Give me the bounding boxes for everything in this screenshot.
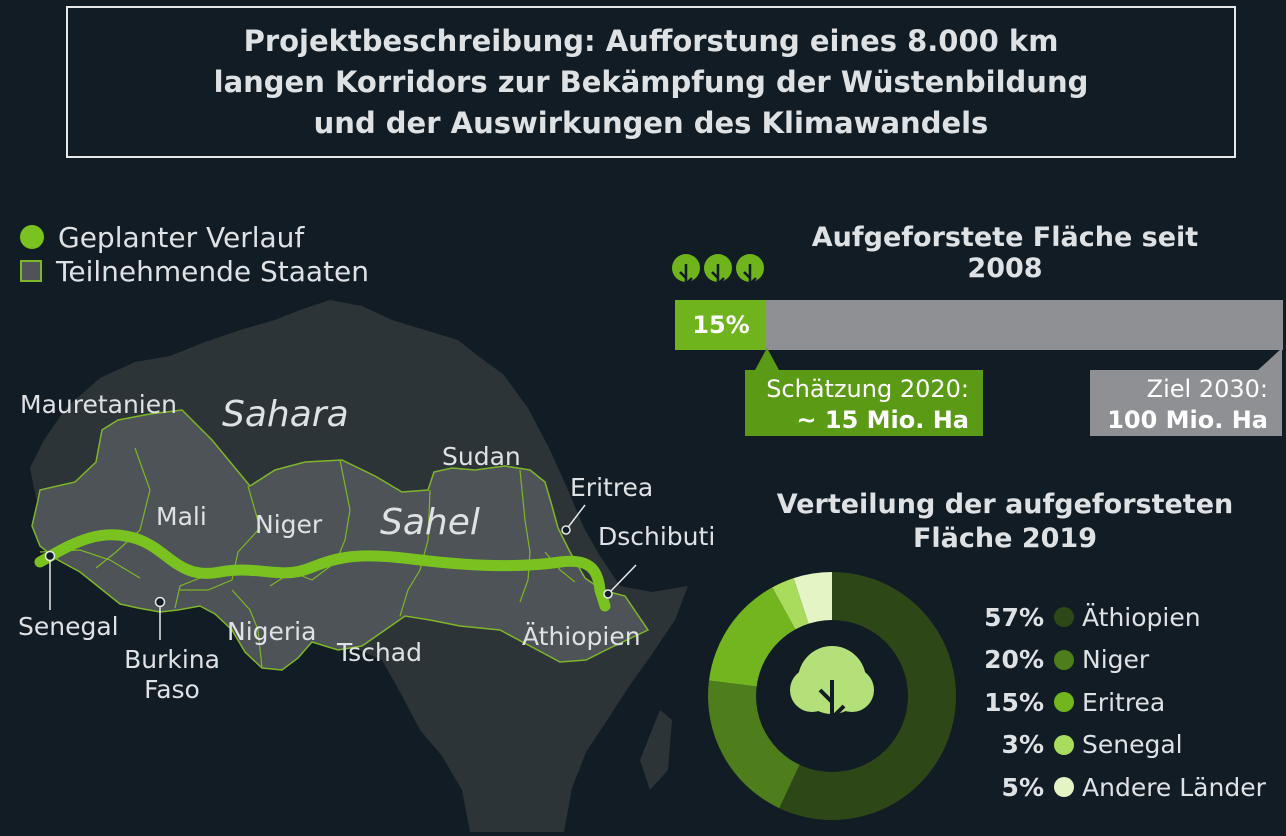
donut-legend-row: 5% Andere Länder — [980, 766, 1266, 809]
label-mali: Mali — [156, 502, 207, 531]
donut-legend-label: Äthiopien — [1082, 602, 1201, 632]
legend-dot-icon — [1054, 777, 1074, 798]
donut-legend-percent: 5% — [1001, 772, 1044, 802]
route-dot-icon — [20, 225, 44, 249]
callout-lines — [44, 504, 637, 640]
donut-legend-label: Eritrea — [1082, 687, 1166, 717]
tree-icon — [790, 646, 874, 750]
label-nigeria: Nigeria — [227, 617, 317, 646]
legend-dot-icon — [1054, 734, 1074, 755]
title-line-2: langen Korridors zur Bekämpfung der Wüst… — [213, 64, 1089, 99]
label-mauretanien: Mauretanien — [20, 390, 177, 419]
goal-callout: Ziel 2030: 100 Mio. Ha — [1090, 370, 1282, 436]
title-line-1: Projektbeschreibung: Aufforstung eines 8… — [243, 23, 1059, 58]
label-dschibuti: Dschibuti — [598, 522, 716, 551]
donut-legend-percent: 57% — [984, 602, 1044, 632]
donut-legend-label: Niger — [1082, 645, 1150, 675]
label-burkina-line1: Burkina — [124, 645, 220, 674]
goal-label: Ziel 2030: — [1146, 375, 1268, 403]
donut-legend-row: 3% Senegal — [980, 724, 1266, 767]
legend-dot-icon — [1054, 607, 1074, 628]
donut-legend: 57% Äthiopien 20% Niger 15% Eritrea 3% Senegal 5… — [980, 596, 1266, 809]
label-niger: Niger — [255, 510, 323, 539]
madagascar — [640, 710, 672, 790]
label-tschad: Tschad — [337, 638, 422, 667]
state-square-icon — [20, 260, 42, 282]
africa-map: Mauretanien Sahara Sudan Eritrea Mali Ni… — [0, 290, 715, 832]
donut-legend-percent: 20% — [984, 645, 1044, 675]
trees-icon — [672, 254, 764, 300]
label-burkina-line2: Faso — [144, 675, 200, 704]
donut-legend-percent: 3% — [1001, 730, 1044, 760]
estimate-callout: Schätzung 2020: ~ 15 Mio. Ha — [745, 370, 983, 436]
donut-title-line-1: Verteilung der aufgeforsteten — [776, 489, 1234, 520]
legend-route-label: Geplanter Verlauf — [58, 220, 305, 254]
donut-legend-percent: 15% — [984, 687, 1044, 717]
legend-states: Teilnehmende Staaten — [20, 254, 369, 288]
progress-title: Aufgeforstete Fläche seit 2008 — [811, 222, 1199, 284]
donut-legend-row: 57% Äthiopien — [980, 596, 1266, 639]
label-eritrea: Eritrea — [570, 473, 654, 502]
estimate-pointer — [755, 348, 779, 370]
legend-states-label: Teilnehmende Staaten — [56, 254, 370, 288]
donut-legend-label: Andere Länder — [1082, 772, 1266, 802]
donut-title: Verteilung der aufgeforsteten Fläche 201… — [760, 488, 1250, 556]
legend-route: Geplanter Verlauf — [20, 220, 369, 254]
label-sudan: Sudan — [442, 442, 521, 471]
estimate-label: Schätzung 2020: — [766, 375, 969, 403]
donut-chart — [708, 572, 956, 820]
donut-legend-row: 15% Eritrea — [980, 681, 1266, 724]
label-sahel: Sahel — [380, 502, 480, 543]
title-box: Projektbeschreibung: Aufforstung eines 8… — [66, 6, 1236, 158]
goal-value: 100 Mio. Ha — [1107, 406, 1268, 434]
africa-map-svg — [30, 300, 688, 832]
title-line-3: und der Auswirkungen des Klimawandels — [313, 105, 989, 140]
label-burkina-faso: Burkina Faso — [122, 645, 222, 705]
legend-dot-icon — [1054, 649, 1074, 670]
goal-pointer — [1258, 348, 1282, 370]
donut-title-line-2: Fläche 2019 — [912, 523, 1097, 554]
participating-states — [31, 409, 650, 671]
label-sahara: Sahara — [222, 394, 349, 435]
map-legend: Geplanter Verlauf Teilnehmende Staaten — [20, 220, 369, 288]
label-senegal: Senegal — [18, 612, 119, 641]
estimate-value: ~ 15 Mio. Ha — [796, 406, 969, 434]
progress-bar-fill — [675, 300, 767, 350]
progress-bar-track: 15% — [675, 300, 1283, 350]
label-aethiopien: Äthiopien — [522, 622, 641, 651]
progress-value-label: 15% — [692, 311, 750, 339]
legend-dot-icon — [1054, 692, 1074, 713]
donut-legend-label: Senegal — [1082, 730, 1183, 760]
donut-legend-row: 20% Niger — [980, 639, 1266, 682]
route-line — [34, 529, 611, 612]
